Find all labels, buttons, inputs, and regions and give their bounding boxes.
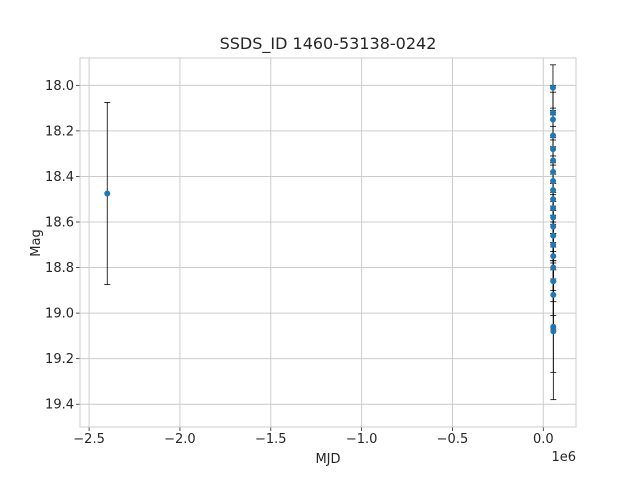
y-tick-label: 18.0 <box>45 79 74 94</box>
x-axis-offset-label: 1e6 <box>551 450 576 465</box>
data-point <box>550 232 557 239</box>
data-point <box>104 190 111 197</box>
y-tick-label: 18.6 <box>45 216 74 231</box>
data-point <box>550 205 557 212</box>
data-point <box>550 223 557 230</box>
data-point <box>550 132 557 139</box>
x-tick-label: 0.0 <box>533 432 554 447</box>
y-tick-labels: 18.0 18.2 18.4 18.6 18.8 19.0 19.2 19.4 <box>45 79 74 413</box>
data-point <box>550 241 557 248</box>
data-point <box>550 278 557 285</box>
y-tick-label: 19.4 <box>45 398 74 413</box>
data-point <box>550 157 557 164</box>
y-tick-label: 18.4 <box>45 170 74 185</box>
y-tick-label: 18.8 <box>45 261 74 276</box>
x-tick-label: −0.5 <box>437 432 469 447</box>
chart-title: SSDS_ID 1460-53138-0242 <box>220 34 437 54</box>
data-point <box>550 178 557 184</box>
data-point <box>550 264 557 271</box>
grid-lines <box>76 58 576 431</box>
y-axis-label: Mag <box>29 229 44 256</box>
x-tick-label: −2.0 <box>164 432 196 447</box>
x-tick-labels: −2.5 −2.0 −1.5 −1.0 −0.5 0.0 <box>73 432 553 447</box>
plot-frame <box>79 57 577 428</box>
data-point <box>550 291 557 298</box>
data-point <box>550 328 557 335</box>
data-point <box>549 109 556 116</box>
data-point <box>550 168 557 175</box>
data-point <box>550 196 557 203</box>
data-point <box>550 187 557 194</box>
x-tick-label: −2.5 <box>73 432 105 447</box>
data-point <box>550 323 557 330</box>
x-axis-label: MJD <box>315 452 340 467</box>
x-tick-label: −1.5 <box>255 432 287 447</box>
y-tick-label: 18.2 <box>45 124 74 139</box>
y-tick-label: 19.2 <box>45 352 74 367</box>
data-point <box>550 214 557 221</box>
data-point <box>549 116 556 123</box>
data-markers <box>104 84 557 335</box>
y-tick-label: 19.0 <box>45 307 74 322</box>
data-point <box>550 253 557 260</box>
x-tick-label: −1.0 <box>346 432 378 447</box>
data-point <box>550 146 557 153</box>
data-point <box>549 84 556 91</box>
